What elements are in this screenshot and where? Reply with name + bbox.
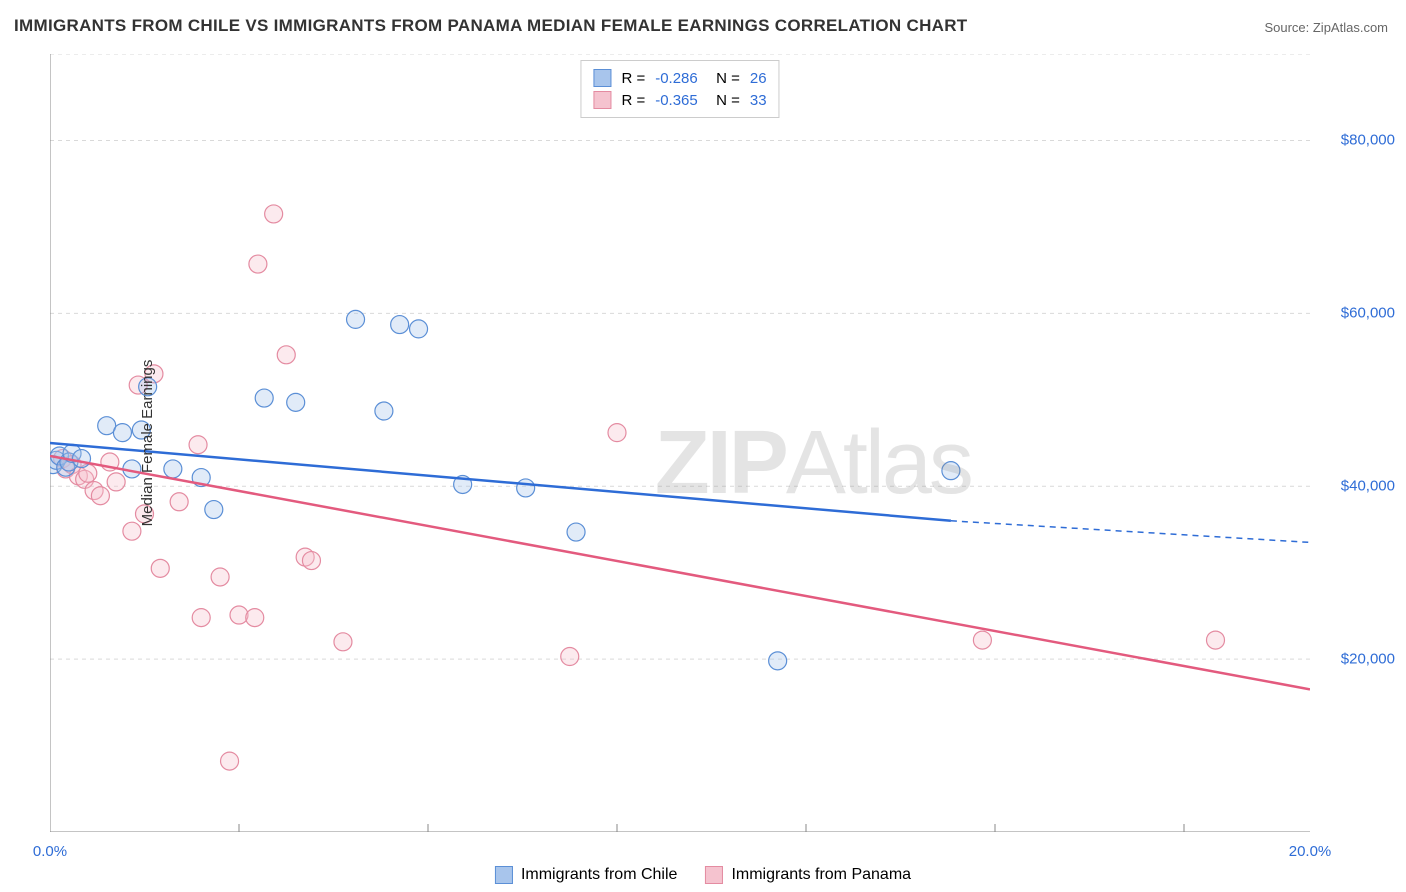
stat-r-value: -0.365 [655, 92, 698, 109]
bottom-legend: Immigrants from Chile Immigrants from Pan… [495, 866, 911, 884]
scatter-plot-svg [50, 54, 1310, 832]
chart-title: IMMIGRANTS FROM CHILE VS IMMIGRANTS FROM… [14, 16, 968, 36]
x-tick-label: 0.0% [33, 843, 67, 860]
stat-n-label: N = [708, 70, 740, 87]
legend-swatch [593, 91, 611, 109]
chart-container: IMMIGRANTS FROM CHILE VS IMMIGRANTS FROM… [0, 0, 1406, 892]
stat-n-value: 26 [750, 70, 767, 87]
legend-label: Immigrants from Panama [731, 866, 911, 884]
legend-swatch [495, 866, 513, 884]
stats-legend-row: R = -0.286 N = 26 [593, 67, 766, 89]
legend-label: Immigrants from Chile [521, 866, 677, 884]
stat-r-label: R = [621, 70, 645, 87]
y-tick-label: $40,000 [1341, 478, 1395, 495]
y-tick-label: $20,000 [1341, 651, 1395, 668]
stat-n-value: 33 [750, 92, 767, 109]
stat-r-label: R = [621, 92, 645, 109]
source-attribution: Source: ZipAtlas.com [1264, 20, 1388, 35]
stat-r-value: -0.286 [655, 70, 698, 87]
bottom-legend-item: Immigrants from Panama [705, 866, 911, 884]
x-tick-label: 20.0% [1289, 843, 1332, 860]
legend-swatch [593, 69, 611, 87]
plot-area: Median Female Earnings ZIPAtlas R = -0.2… [50, 54, 1310, 832]
stat-n-label: N = [708, 92, 740, 109]
stats-legend-row: R = -0.365 N = 33 [593, 89, 766, 111]
y-axis-label: Median Female Earnings [139, 360, 156, 527]
y-tick-label: $60,000 [1341, 305, 1395, 322]
legend-swatch [705, 866, 723, 884]
bottom-legend-item: Immigrants from Chile [495, 866, 677, 884]
y-tick-label: $80,000 [1341, 132, 1395, 149]
stats-legend-box: R = -0.286 N = 26R = -0.365 N = 33 [580, 60, 779, 118]
